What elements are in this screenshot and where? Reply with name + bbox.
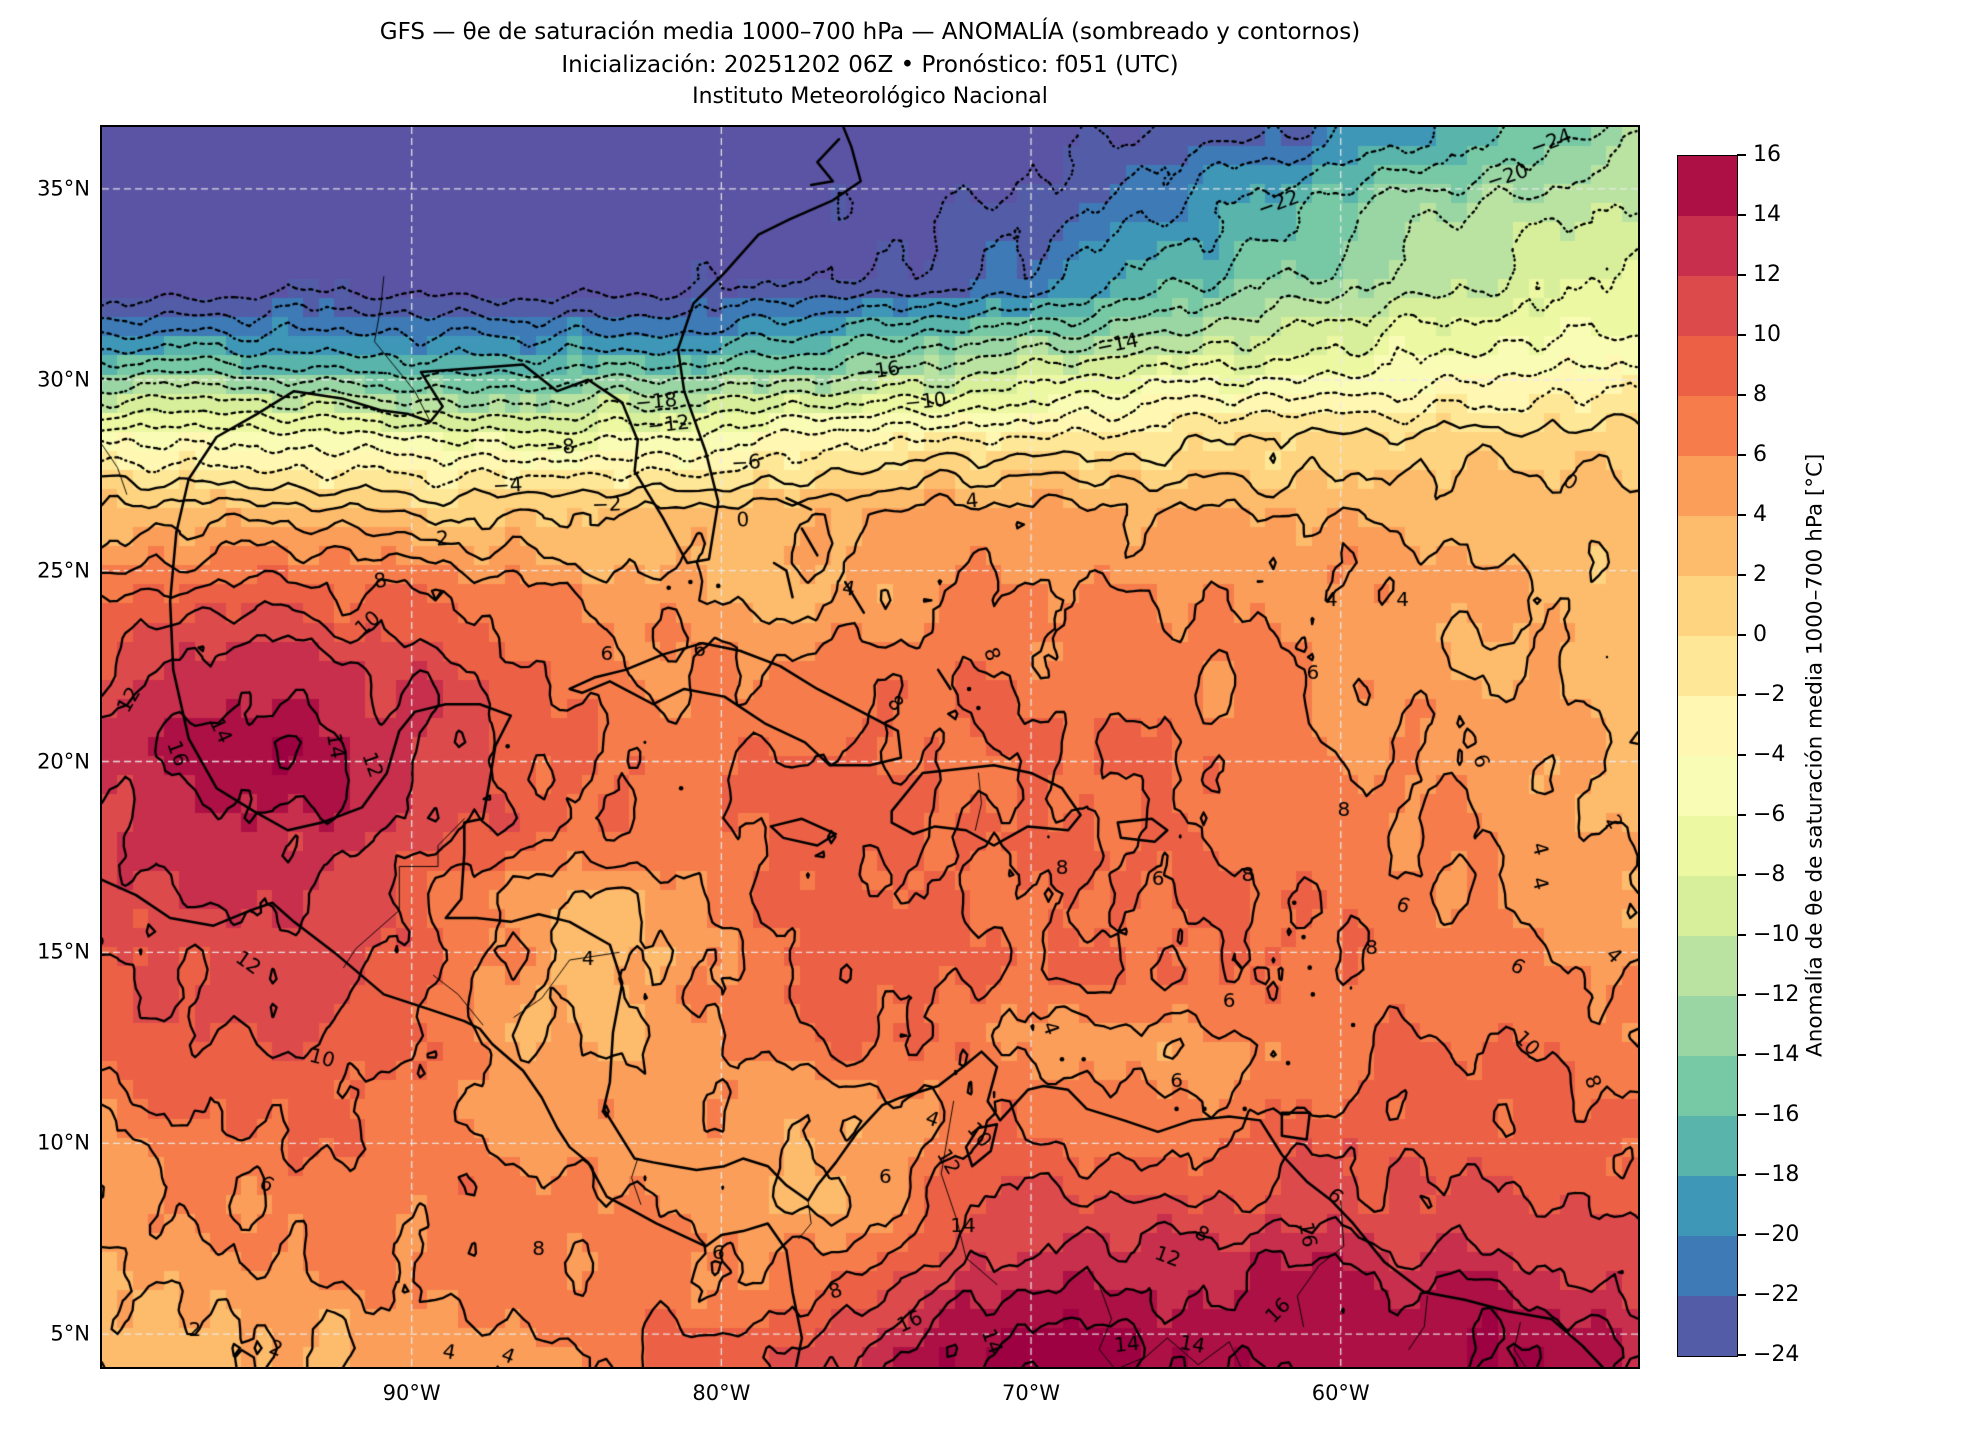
- colorbar-segment: [1678, 516, 1737, 576]
- colorbar-tick: [1737, 934, 1746, 936]
- colorbar-tick: [1737, 634, 1746, 636]
- map-frame: [100, 125, 1640, 1369]
- colorbar-tick-label: 12: [1753, 262, 1781, 287]
- colorbar-tick-label: −18: [1753, 1162, 1800, 1187]
- colorbar-tick: [1737, 514, 1746, 516]
- title-block: GFS — θe de saturación media 1000–700 hP…: [100, 18, 1640, 111]
- colorbar-tick: [1737, 154, 1746, 156]
- colorbar-segment: [1678, 396, 1737, 456]
- colorbar-segment: [1678, 1236, 1737, 1296]
- colorbar-tick-label: −24: [1753, 1342, 1800, 1367]
- lat-tick-label: 25°N: [37, 558, 90, 583]
- colorbar-tick-label: 16: [1753, 142, 1781, 167]
- colorbar-tick: [1737, 1294, 1746, 1296]
- colorbar-tick-label: −10: [1753, 922, 1800, 947]
- colorbar-tick-label: 2: [1753, 562, 1767, 587]
- colorbar-tick: [1737, 1114, 1746, 1116]
- colorbar-tick: [1737, 214, 1746, 216]
- lat-tick-label: 20°N: [37, 749, 90, 774]
- colorbar-segment: [1678, 1296, 1737, 1356]
- colorbar-segment: [1678, 1056, 1737, 1116]
- colorbar-tick: [1737, 694, 1746, 696]
- colorbar-tick-label: 8: [1753, 382, 1767, 407]
- colorbar-tick-label: −22: [1753, 1282, 1800, 1307]
- colorbar-segment: [1678, 876, 1737, 936]
- colorbar-tick-label: −12: [1753, 982, 1800, 1007]
- colorbar-segment: [1678, 636, 1737, 696]
- colorbar-tick: [1737, 394, 1746, 396]
- colorbar-segment: [1678, 696, 1737, 756]
- colorbar-segment: [1678, 216, 1737, 276]
- colorbar: [1677, 155, 1738, 1357]
- colorbar-tick-label: −14: [1753, 1042, 1800, 1067]
- colorbar-tick: [1737, 874, 1746, 876]
- colorbar-segment: [1678, 756, 1737, 816]
- colorbar-segment: [1678, 996, 1737, 1056]
- lon-tick-label: 70°W: [1002, 1381, 1061, 1405]
- colorbar-tick: [1737, 274, 1746, 276]
- lat-tick-label: 15°N: [37, 939, 90, 964]
- colorbar-tick: [1737, 994, 1746, 996]
- colorbar-tick: [1737, 334, 1746, 336]
- colorbar-tick-label: −4: [1753, 742, 1786, 767]
- colorbar-tick: [1737, 1354, 1746, 1356]
- lon-tick-label: 90°W: [382, 1381, 441, 1405]
- colorbar-segment: [1678, 1116, 1737, 1176]
- colorbar-tick: [1737, 814, 1746, 816]
- chart-institution: Instituto Meteorológico Nacional: [692, 83, 1048, 109]
- lat-tick-label: 5°N: [50, 1321, 90, 1346]
- colorbar-tick-label: 6: [1753, 442, 1767, 467]
- chart-title: GFS — θe de saturación media 1000–700 hP…: [379, 19, 1361, 45]
- lat-tick-label: 30°N: [37, 367, 90, 392]
- colorbar-label: Anomalía de θe de saturación media 1000–…: [1802, 453, 1828, 1057]
- lat-tick-label: 35°N: [37, 176, 90, 201]
- colorbar-tick-label: −6: [1753, 802, 1786, 827]
- colorbar-tick-label: 14: [1753, 202, 1781, 227]
- colorbar-segment: [1678, 576, 1737, 636]
- colorbar-segment: [1678, 156, 1737, 216]
- lon-tick-label: 80°W: [692, 1381, 751, 1405]
- colorbar-tick-label: 10: [1753, 322, 1781, 347]
- lat-tick-label: 10°N: [37, 1130, 90, 1155]
- colorbar-segment: [1678, 936, 1737, 996]
- colorbar-segment: [1678, 336, 1737, 396]
- colorbar-tick: [1737, 1234, 1746, 1236]
- colorbar-tick: [1737, 754, 1746, 756]
- colorbar-segment: [1678, 456, 1737, 516]
- colorbar-tick-label: −20: [1753, 1222, 1800, 1247]
- lon-tick-label: 60°W: [1311, 1381, 1370, 1405]
- colorbar-tick-label: 0: [1753, 622, 1767, 647]
- map-canvas: [102, 127, 1638, 1367]
- colorbar-segment: [1678, 276, 1737, 336]
- colorbar-segment: [1678, 816, 1737, 876]
- colorbar-tick: [1737, 1054, 1746, 1056]
- chart-subtitle: Inicialización: 20251202 06Z • Pronóstic…: [561, 51, 1179, 78]
- colorbar-segment: [1678, 1176, 1737, 1236]
- colorbar-tick: [1737, 454, 1746, 456]
- colorbar-tick-label: 4: [1753, 502, 1767, 527]
- colorbar-tick-label: −8: [1753, 862, 1786, 887]
- colorbar-tick: [1737, 574, 1746, 576]
- colorbar-tick-label: −16: [1753, 1102, 1800, 1127]
- colorbar-tick: [1737, 1174, 1746, 1176]
- colorbar-tick-label: −2: [1753, 682, 1786, 707]
